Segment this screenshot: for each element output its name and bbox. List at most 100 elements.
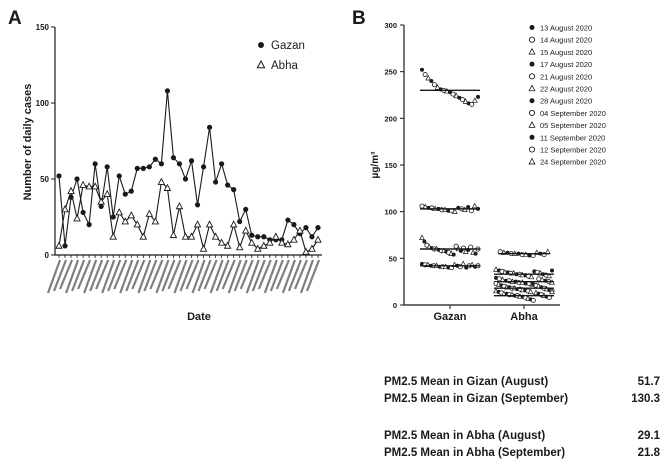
x-tick-label-smudge [137,259,152,294]
x-tick-label-smudge [281,259,296,294]
pm25-point [473,251,478,256]
data-point-abha [247,238,256,246]
x-tick-label-smudge [167,259,182,290]
y-tick-label: 50 [40,175,49,184]
x-tick-label-smudge [257,259,272,290]
x-tick-label-smudge [95,259,110,290]
pm25-point [469,101,475,107]
data-point-abha [199,244,208,252]
legend-label-abha: Abha [271,60,298,72]
pm25-point [550,268,554,273]
data-point-abha [109,232,118,240]
x-tick-label-smudge [287,259,302,292]
x-tick-label-smudge [191,259,206,294]
y-tick-label: 250 [384,68,397,77]
legend-marker [529,25,535,30]
pm25-point [451,252,456,257]
stat-label: PM2.5 Mean in Abha (August) [384,430,546,442]
data-point-abha [205,220,214,228]
pm25-point [466,205,471,209]
data-point-gazan [80,209,86,216]
data-point-abha [97,197,105,205]
x-tick-label-smudge [149,259,164,290]
x-tick-label-smudge [125,259,140,292]
data-point-abha [151,217,160,225]
x-tick-label-smudge [113,259,128,290]
data-point-gazan [146,164,152,170]
data-point-abha [79,180,87,188]
data-point-abha [103,189,111,198]
data-point-gazan [206,124,213,130]
data-point-gazan [122,191,128,197]
x-tick-label-smudge [185,259,200,290]
legend-label: 15 August 2020 [540,48,592,57]
data-point-gazan [225,182,231,188]
data-point-gazan [116,173,122,179]
x-tick-label-smudge [305,259,321,292]
pm25-point [425,74,432,81]
stat-value: 130.3 [631,393,660,405]
stat-label: PM2.5 Mean in Gizan (September) [384,393,569,405]
data-point-gazan [140,165,146,171]
data-point-abha [139,232,148,240]
data-point-gazan [170,155,177,161]
data-point-gazan [219,161,225,167]
y-tick-label: 100 [384,208,397,217]
data-point-abha [163,183,172,191]
data-point-gazan [309,234,315,240]
pm25-point [549,288,555,295]
data-point-gazan [231,187,237,193]
legend-label: 17 August 2020 [540,60,592,69]
data-point-abha [284,239,292,248]
data-point-gazan [74,176,80,182]
data-point-gazan [62,243,68,249]
pm25-point [527,253,532,258]
pm25-point [527,288,534,295]
data-point-abha [121,217,130,225]
stat-label: PM2.5 Mean in Abha (September) [384,447,566,459]
data-point-abha [73,214,81,222]
data-point-abha [187,232,196,240]
data-point-abha [67,186,75,194]
pm25-point [471,97,478,103]
legend-marker-gazan [258,42,264,48]
legend-label: 12 September 2020 [540,146,606,155]
data-point-abha [253,244,262,252]
data-point-abha [308,244,316,252]
data-point-gazan [315,225,321,231]
panel-a-x-axis-title: Date [187,311,211,323]
data-point-abha [272,232,280,240]
data-point-abha [241,226,250,234]
x-tick-label-smudge [52,259,68,292]
x-tick-label-smudge [209,259,224,294]
stat-row-abha-september: PM2.5 Mean in Abha (September) 21.8 [384,445,660,462]
legend-label-gazan: Gazan [271,40,305,52]
data-point-gazan [110,214,116,220]
data-point-abha [115,208,124,216]
x-tick-label-smudge [275,259,290,290]
data-point-abha [217,238,226,246]
x-tick-label-smudge [173,259,188,294]
x-tick-label-smudge [245,259,260,294]
pm25-point [431,82,437,88]
pm25-point [422,71,428,77]
x-tick-label-smudge [203,259,218,290]
x-tick-label-smudge [269,259,284,292]
data-point-gazan [243,206,249,212]
x-tick-label-smudge [46,259,62,294]
pm25-point [460,260,467,267]
x-tick-label-smudge [101,259,116,294]
data-point-abha [175,201,184,210]
pm25-point [453,243,459,249]
legend-marker [528,109,536,116]
x-tick-label-smudge [221,259,236,290]
data-point-abha [91,182,99,190]
legend-marker [528,146,536,153]
data-point-gazan [182,176,189,182]
x-tick-label-smudge [179,259,194,292]
data-point-gazan [158,161,164,167]
pm25-means-summary: PM2.5 Mean in Gizan (August) 51.7 PM2.5 … [384,374,660,462]
panel-a-label: A [8,8,22,29]
panel-a-y-axis-title: Number of daily cases [22,84,34,201]
legend-marker [529,98,535,104]
